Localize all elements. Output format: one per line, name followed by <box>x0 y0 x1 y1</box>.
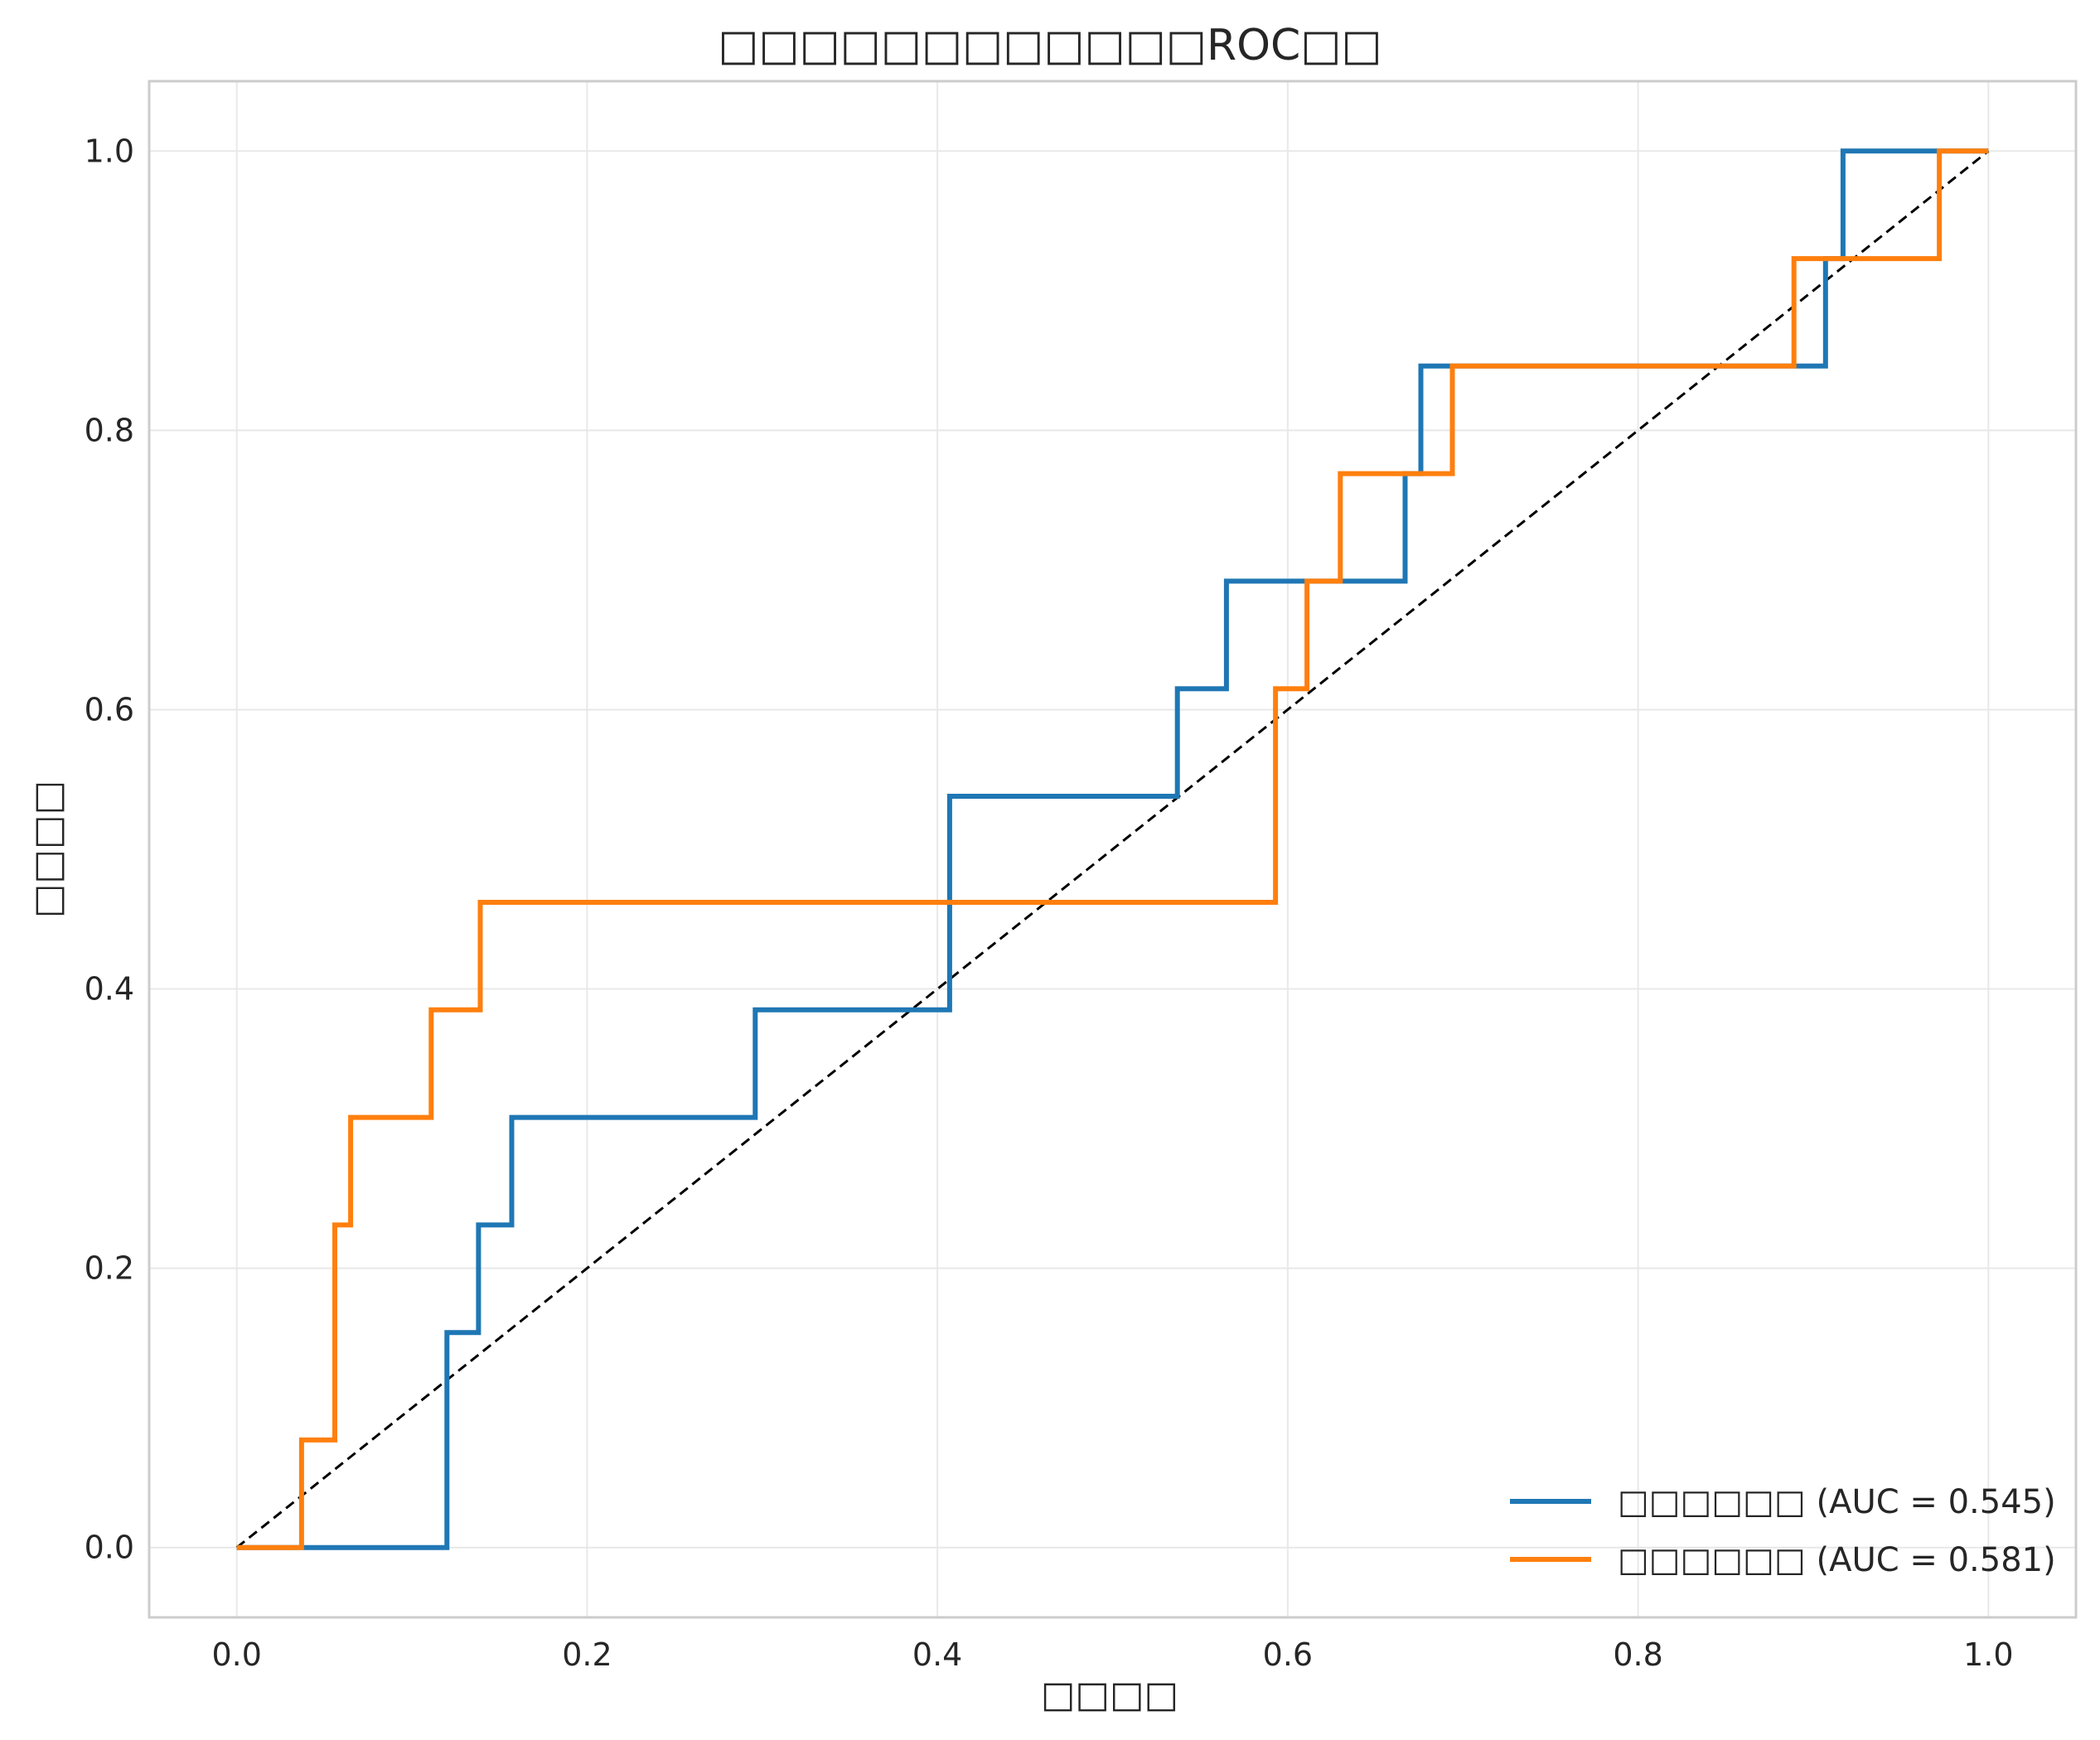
x-ticks: 0.0 0.2 0.4 0.6 0.8 1.0 <box>211 1636 2013 1673</box>
y-tick-label: 0.4 <box>85 971 134 1008</box>
chart-title: □□□□□□□□□□□□ROC□□ <box>718 21 1381 70</box>
legend-label-1: □□□□□□ (AUC = 0.545) <box>1618 1483 2056 1521</box>
x-axis-label: □□□□ <box>1041 1674 1178 1716</box>
y-tick-label: 0.2 <box>85 1250 134 1287</box>
y-tick-label: 0.6 <box>85 691 134 727</box>
y-ticks: 0.0 0.2 0.4 0.6 0.8 1.0 <box>85 133 134 1565</box>
series-line-2 <box>236 148 1989 1550</box>
series-group <box>236 148 1989 1550</box>
y-axis-label: □□□□ <box>27 781 69 918</box>
x-tick-label: 0.2 <box>562 1636 612 1673</box>
series-line-1 <box>236 148 1989 1550</box>
legend-label-2: □□□□□□ (AUC = 0.581) <box>1618 1541 2056 1579</box>
legend: □□□□□□ (AUC = 0.545) □□□□□□ (AUC = 0.581) <box>1510 1483 2056 1579</box>
grid <box>149 81 2076 1617</box>
y-tick-label: 1.0 <box>85 133 134 169</box>
x-tick-label: 0.4 <box>912 1636 962 1673</box>
reference-line-group <box>235 150 1990 1549</box>
x-tick-label: 0.6 <box>1263 1636 1313 1673</box>
x-tick-label: 1.0 <box>1963 1636 2013 1673</box>
y-tick-label: 0.0 <box>85 1530 134 1566</box>
x-tick-label: 0.8 <box>1613 1636 1662 1673</box>
plot-frame <box>148 80 2078 1619</box>
x-tick-label: 0.0 <box>211 1636 261 1673</box>
y-tick-label: 0.8 <box>85 412 134 448</box>
reference-diagonal-line <box>235 150 1990 1549</box>
